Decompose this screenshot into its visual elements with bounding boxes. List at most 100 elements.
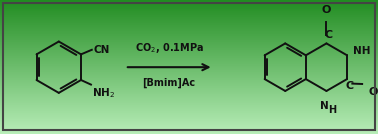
- Bar: [0, 72, 378, 73]
- Bar: [0, 8, 378, 9]
- Text: CO$_2$, 0.1MPa: CO$_2$, 0.1MPa: [135, 41, 204, 55]
- Text: NH: NH: [353, 46, 370, 56]
- Bar: [0, 125, 378, 126]
- Bar: [0, 37, 378, 38]
- Bar: [0, 21, 378, 22]
- Bar: [0, 29, 378, 30]
- Bar: [0, 46, 378, 47]
- Bar: [0, 67, 378, 68]
- Bar: [0, 52, 378, 53]
- Bar: [0, 57, 378, 58]
- Bar: [0, 84, 378, 85]
- Bar: [0, 73, 378, 74]
- Bar: [0, 25, 378, 26]
- Bar: [0, 45, 378, 46]
- Bar: [0, 120, 378, 121]
- Bar: [0, 81, 378, 82]
- Bar: [0, 116, 378, 117]
- Bar: [0, 13, 378, 14]
- Bar: [0, 28, 378, 29]
- Bar: [0, 129, 378, 130]
- Bar: [0, 2, 378, 3]
- Bar: [0, 47, 378, 48]
- Bar: [0, 23, 378, 24]
- Bar: [0, 60, 378, 61]
- Bar: [0, 22, 378, 23]
- Bar: [0, 61, 378, 62]
- Text: C: C: [325, 30, 333, 40]
- Bar: [0, 113, 378, 114]
- Text: N: N: [320, 101, 329, 111]
- Text: [Bmim]Ac: [Bmim]Ac: [143, 78, 196, 88]
- Bar: [0, 15, 378, 16]
- Bar: [0, 123, 378, 124]
- Bar: [0, 7, 378, 8]
- Text: C: C: [345, 81, 353, 91]
- Bar: [0, 89, 378, 90]
- Bar: [0, 63, 378, 64]
- Bar: [0, 17, 378, 18]
- Bar: [0, 99, 378, 100]
- Bar: [0, 93, 378, 94]
- Bar: [0, 86, 378, 87]
- Bar: [0, 83, 378, 84]
- Bar: [0, 3, 378, 4]
- Bar: [0, 74, 378, 75]
- Bar: [0, 90, 378, 91]
- Bar: [0, 33, 378, 34]
- Bar: [0, 53, 378, 54]
- Bar: [0, 26, 378, 27]
- Bar: [0, 66, 378, 67]
- Bar: [0, 122, 378, 123]
- Bar: [0, 24, 378, 25]
- Bar: [0, 64, 378, 65]
- Bar: [0, 119, 378, 120]
- Bar: [0, 131, 378, 132]
- Bar: [0, 130, 378, 131]
- Bar: [0, 111, 378, 112]
- Bar: [0, 6, 378, 7]
- Bar: [0, 41, 378, 42]
- Bar: [0, 87, 378, 88]
- Bar: [0, 0, 378, 1]
- Bar: [0, 78, 378, 79]
- Bar: [0, 11, 378, 12]
- Bar: [0, 77, 378, 78]
- Bar: [0, 103, 378, 104]
- Bar: [0, 35, 378, 36]
- Bar: [0, 34, 378, 35]
- Bar: [0, 101, 378, 102]
- Bar: [0, 14, 378, 15]
- Bar: [0, 115, 378, 116]
- Bar: [0, 65, 378, 66]
- Bar: [0, 59, 378, 60]
- Bar: [0, 54, 378, 55]
- Bar: [0, 76, 378, 77]
- Bar: [0, 42, 378, 43]
- Bar: [0, 88, 378, 89]
- Text: H: H: [328, 105, 336, 115]
- Bar: [0, 106, 378, 107]
- Bar: [0, 55, 378, 56]
- Bar: [0, 50, 378, 51]
- Bar: [0, 30, 378, 31]
- Bar: [0, 32, 378, 33]
- Bar: [0, 110, 378, 111]
- Bar: [0, 92, 378, 93]
- Bar: [0, 36, 378, 37]
- Bar: [0, 49, 378, 50]
- Bar: [0, 114, 378, 115]
- Bar: [0, 48, 378, 49]
- Bar: [0, 69, 378, 70]
- Bar: [0, 124, 378, 125]
- Bar: [0, 121, 378, 122]
- Bar: [0, 18, 378, 19]
- Bar: [0, 20, 378, 21]
- Text: O: O: [368, 87, 378, 97]
- Bar: [0, 112, 378, 113]
- Bar: [0, 40, 378, 41]
- Bar: [0, 38, 378, 39]
- Bar: [0, 128, 378, 129]
- Bar: [0, 39, 378, 40]
- Bar: [0, 85, 378, 86]
